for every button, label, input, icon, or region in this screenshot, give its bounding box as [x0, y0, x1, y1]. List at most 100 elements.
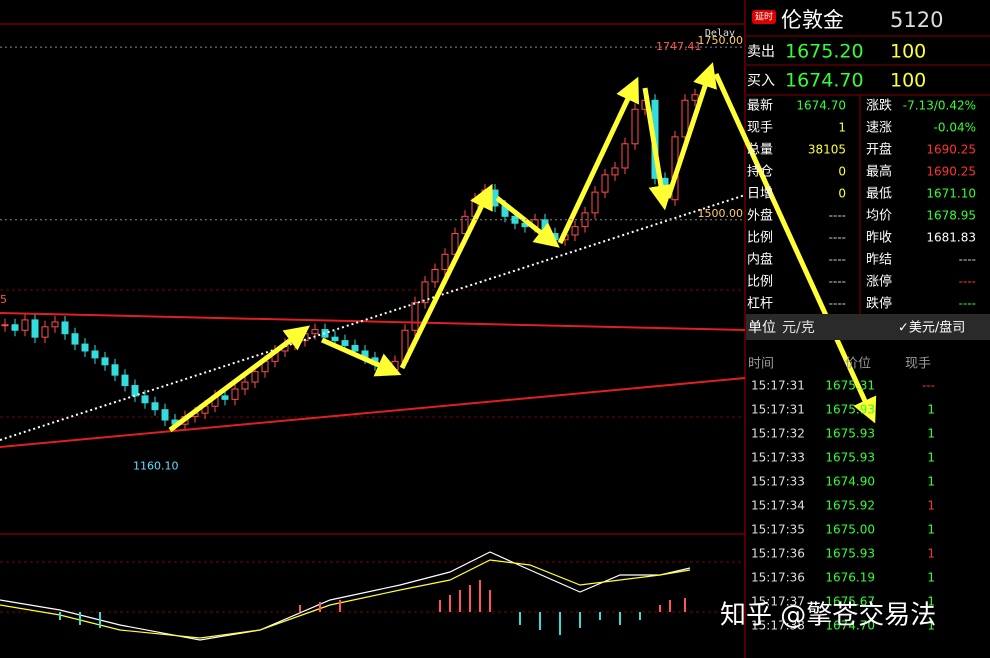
candle: [111, 364, 119, 376]
tick-price: 1675.92: [825, 499, 875, 513]
tick-time: 15:17:36: [751, 571, 805, 585]
candle: [41, 326, 49, 338]
stat-label: 内盘: [747, 252, 773, 268]
stat-value: ----: [959, 275, 976, 289]
stat-label: 比例: [747, 275, 773, 290]
unit-option[interactable]: ✓美元/盘司: [898, 320, 965, 336]
stat-value: ----: [829, 297, 846, 311]
stat-value: -0.04%: [934, 121, 976, 135]
candle: [621, 143, 629, 169]
stat-value: 1674.70: [796, 99, 846, 113]
stat-label: 最高: [866, 164, 892, 180]
tick-qty: 1: [927, 451, 935, 465]
instrument-code: 5120: [890, 8, 943, 32]
candle: [571, 226, 579, 236]
tick-qty: 1: [927, 619, 935, 633]
indicator: [0, 551, 691, 641]
stat-label: 最低: [866, 187, 892, 202]
candle: [331, 336, 339, 342]
stat-value: 1690.25: [926, 143, 976, 157]
stat-label: 涨停: [866, 274, 892, 290]
delay-label: Delay: [705, 28, 735, 39]
candle: [221, 395, 229, 400]
stat-value: 1690.25: [926, 165, 976, 179]
candle: [151, 402, 159, 411]
candle: [121, 374, 129, 387]
tick-time: 15:17:33: [751, 475, 805, 489]
candle: [241, 381, 249, 390]
trend-line: [0, 312, 746, 331]
tick-time: 15:17:32: [751, 427, 805, 441]
candle: [11, 324, 19, 331]
candle: [681, 99, 689, 138]
tick-time: 15:17:35: [751, 523, 805, 537]
quote-price: 1675.20: [785, 41, 864, 63]
stat-label: 外盘: [747, 208, 773, 224]
tick-qty: 1: [927, 475, 935, 489]
stat-value: ----: [959, 297, 976, 311]
tick-price: 1674.70: [825, 619, 875, 633]
stat-label: 均价: [866, 209, 892, 224]
candle: [311, 329, 319, 335]
tick-time: 15:17:33: [751, 451, 805, 465]
tick-qty: ---: [922, 379, 935, 393]
candle: [631, 108, 639, 145]
table-header: 价位: [845, 357, 871, 372]
quote-size: 100: [890, 41, 926, 63]
candle: [231, 388, 239, 400]
candle: [391, 360, 399, 371]
tick-price: 1676.19: [825, 571, 875, 585]
quote-size: 100: [890, 70, 926, 92]
tick-qty: 1: [927, 499, 935, 513]
candle: [551, 233, 559, 241]
y-tick-label: 1750.00: [698, 34, 744, 47]
candle: [461, 215, 469, 235]
stat-label: 现手: [747, 121, 773, 136]
stat-label: 最新: [747, 98, 773, 114]
stat-value: 1: [838, 121, 846, 135]
tick-qty: 1: [927, 427, 935, 441]
trend-line: [0, 194, 746, 441]
tick-qty: 1: [927, 571, 935, 585]
candle: [431, 268, 439, 283]
candle: [71, 333, 79, 345]
candle: [1, 324, 9, 327]
stat-label: 跌停: [866, 296, 892, 312]
stat-value: ----: [959, 253, 976, 267]
quote-label: 买入: [747, 73, 775, 89]
tick-price: 1675.93: [825, 451, 875, 465]
unit-bar: [746, 314, 990, 340]
tick-time: 15:17:31: [751, 379, 805, 393]
table-header: 时间: [748, 357, 774, 372]
unit-label: 单位: [748, 320, 776, 336]
candle: [161, 409, 169, 421]
stat-value: 1671.10: [926, 187, 976, 201]
table-header: 现手: [905, 357, 931, 372]
tick-price: 1674.90: [825, 475, 875, 489]
candle: [341, 340, 349, 346]
candle: [21, 319, 29, 331]
tick-qty: 1: [927, 523, 935, 537]
trend-line: [0, 377, 746, 448]
stat-label: 昨收: [866, 231, 892, 246]
tick-time: 15:17:31: [751, 403, 805, 417]
stat-label: 昨结: [866, 253, 892, 268]
badge-text: 延时: [755, 11, 773, 23]
tick-time: 15:17:37: [751, 595, 805, 609]
unit-option[interactable]: 元/克: [782, 320, 815, 336]
stat-value: 1681.83: [926, 231, 976, 245]
tick-time: 15:17:36: [751, 547, 805, 561]
candle: [441, 253, 449, 270]
candle: [51, 321, 59, 328]
candle: [131, 385, 139, 397]
candle: [601, 174, 609, 193]
tick-qty: 1: [927, 403, 935, 417]
candle: [81, 343, 89, 352]
tick-time: 15:17:38: [751, 619, 805, 633]
candle: [61, 321, 69, 335]
stat-label: 涨跌: [866, 98, 892, 114]
instrument-name: 伦敦金: [781, 8, 844, 32]
stat-value: ----: [829, 209, 846, 223]
stat-label: 开盘: [866, 142, 892, 158]
